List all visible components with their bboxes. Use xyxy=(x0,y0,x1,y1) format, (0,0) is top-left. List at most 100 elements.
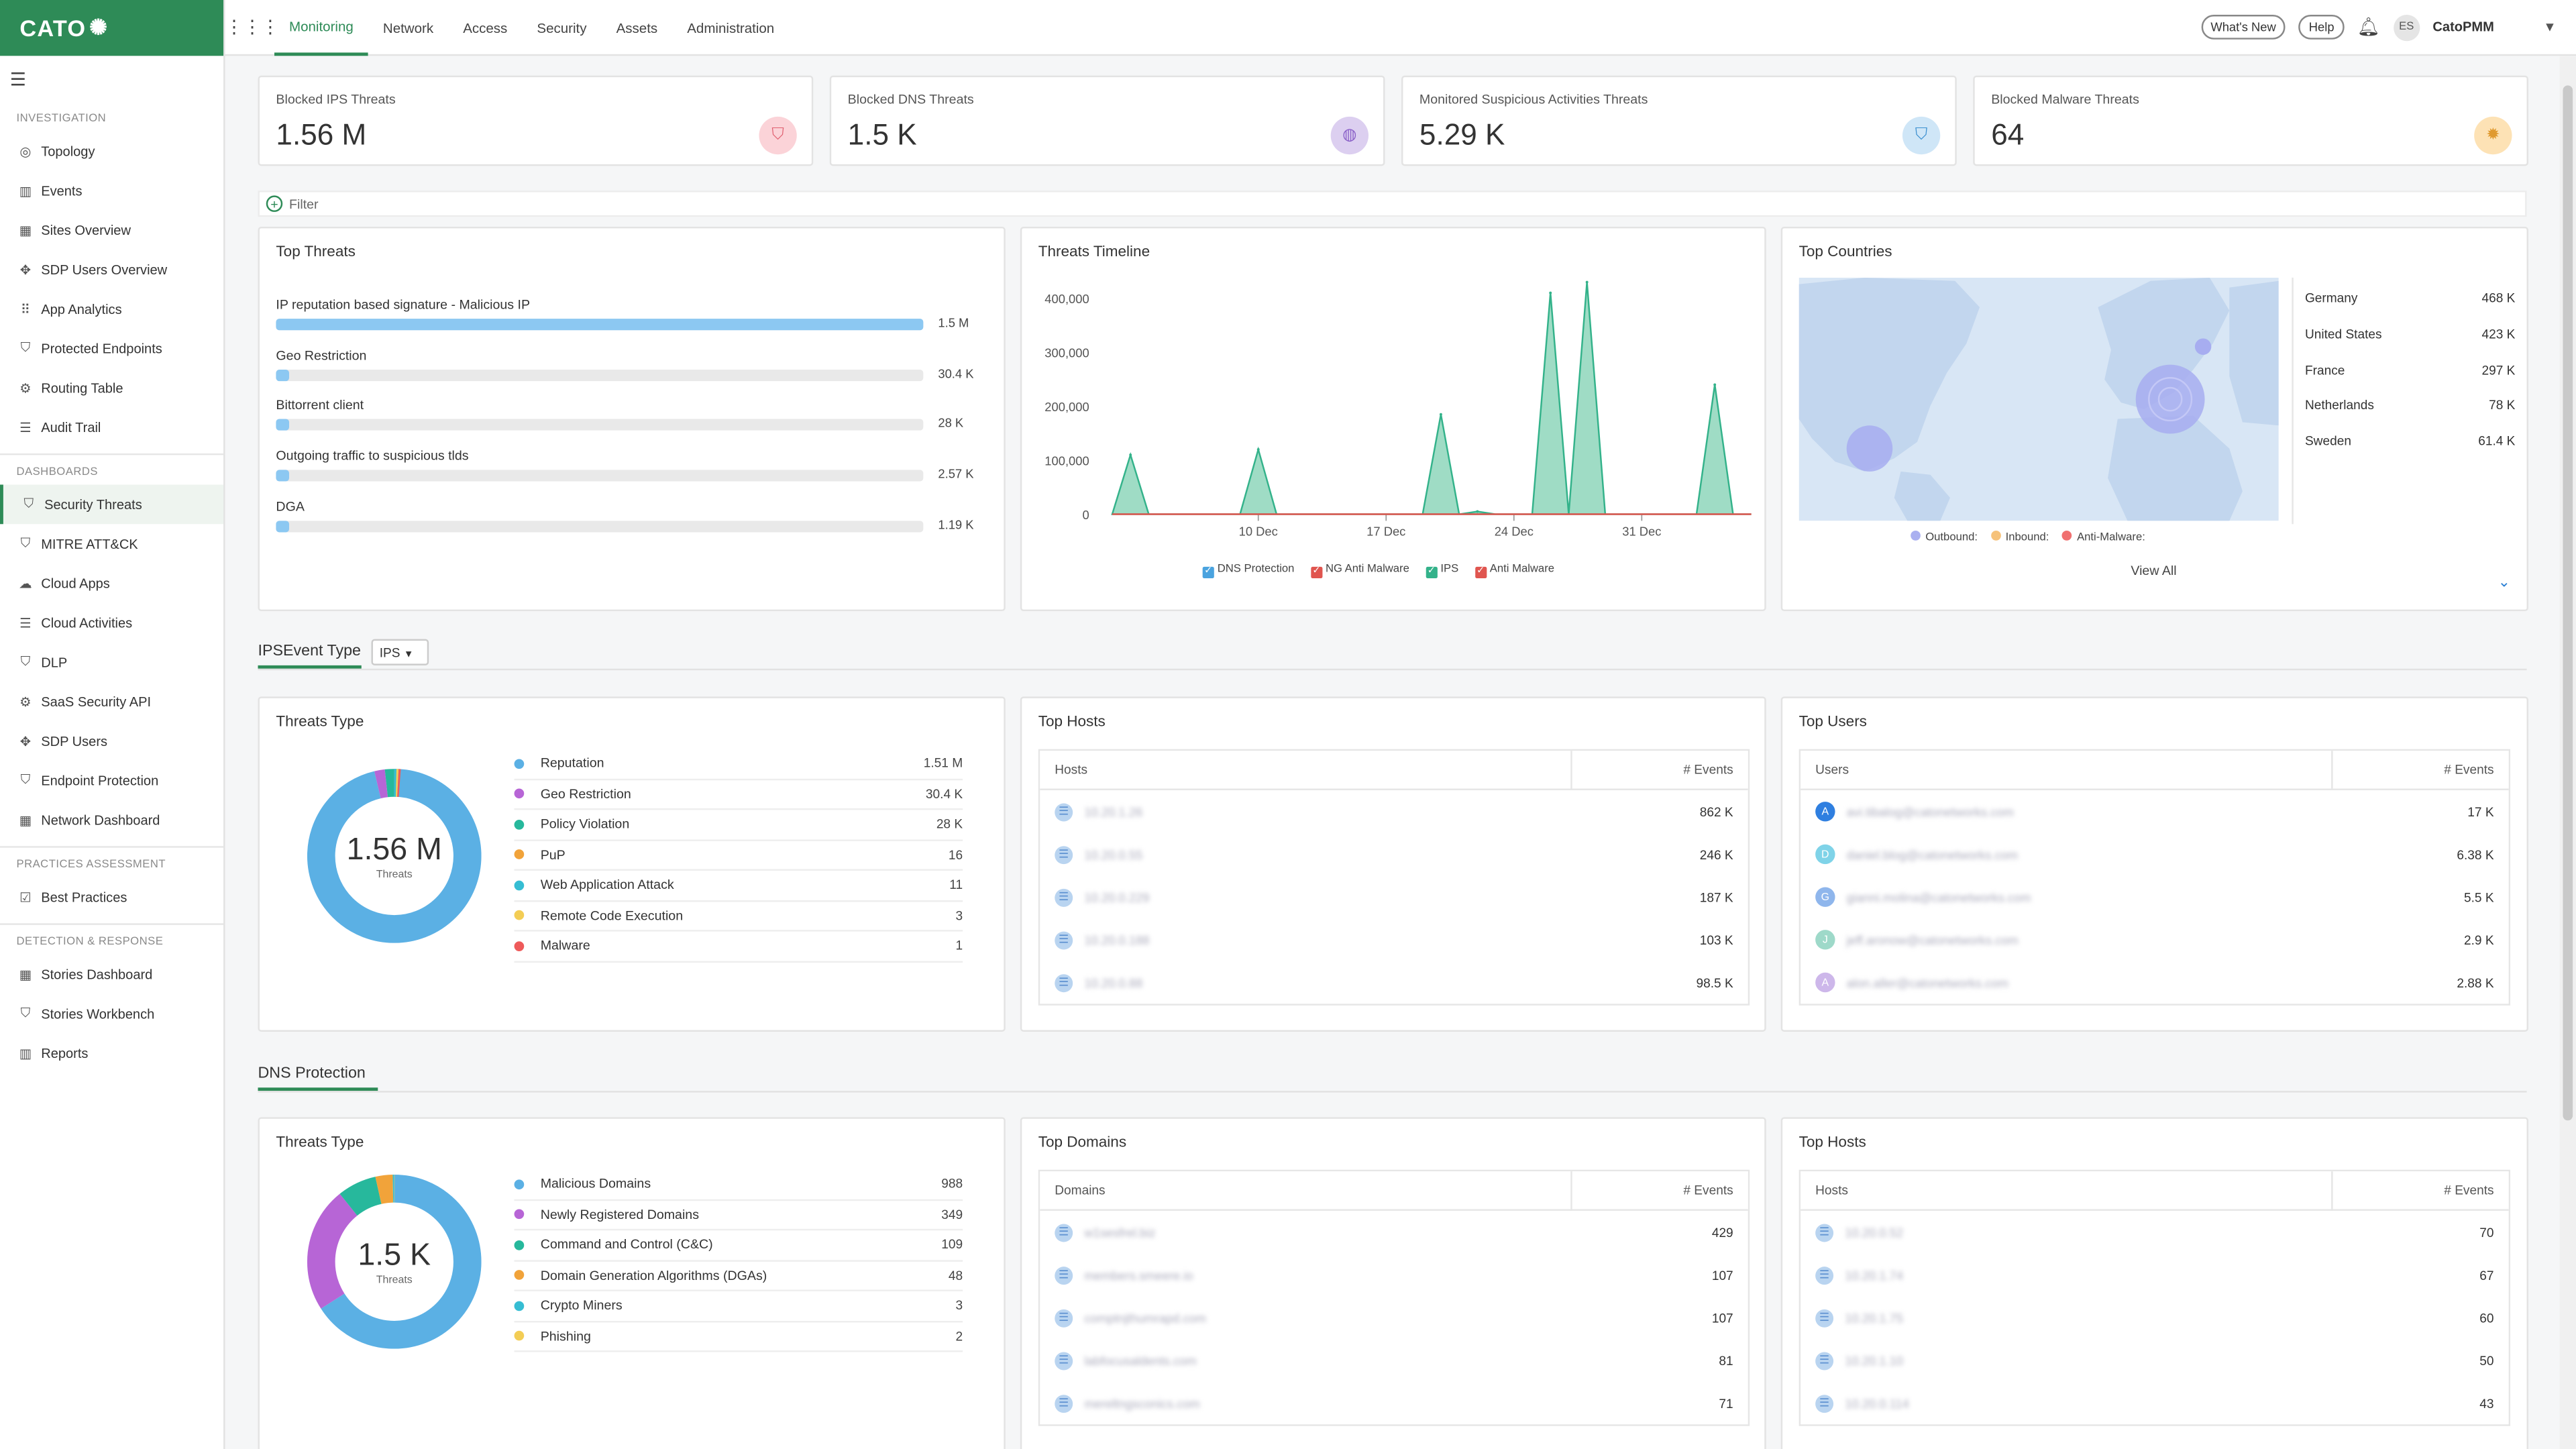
row-name[interactable]: mereltngsconics.com xyxy=(1084,1395,1200,1411)
column-header[interactable]: Hosts xyxy=(1815,1183,1848,1198)
sidebar-item-audit-trail[interactable]: ☰ Audit Trail xyxy=(0,407,223,447)
chevron-down-icon[interactable]: ▼ xyxy=(2543,19,2557,35)
table-row[interactable]: ☰ members.smeere.io 107 xyxy=(1040,1254,1748,1297)
tab-security[interactable]: Security xyxy=(537,19,587,36)
avatar[interactable]: ES xyxy=(2393,13,2420,41)
legend-row[interactable]: Geo Restriction 30.4 K xyxy=(514,780,963,810)
sidebar-item-app-analytics[interactable]: ⠿ App Analytics xyxy=(0,289,223,329)
row-name[interactable]: 10.20.0.52 xyxy=(1845,1224,1904,1240)
apps-grid-icon[interactable]: ⋮⋮⋮ xyxy=(225,17,280,38)
legend-row[interactable]: PuP 16 xyxy=(514,841,963,871)
legend-row[interactable]: Crypto Miners 3 xyxy=(514,1291,963,1322)
tab-monitoring[interactable]: Monitoring xyxy=(274,0,368,56)
filter-bar[interactable]: + Filter xyxy=(258,191,2527,217)
table-row[interactable]: ☰ 10.20.1.10 50 xyxy=(1801,1339,2509,1382)
legend-row[interactable]: Reputation 1.51 M xyxy=(514,749,963,780)
checkbox-icon[interactable]: ✓ xyxy=(1426,566,1438,579)
column-header-events[interactable]: # Events xyxy=(2331,749,2508,790)
threat-row[interactable]: Bittorrent client 28 K xyxy=(276,398,974,431)
row-name[interactable]: daniel.blog@catonetworks.com xyxy=(1846,847,2019,862)
country-row[interactable]: Netherlands 78 K xyxy=(2305,388,2515,423)
country-row[interactable]: France 297 K xyxy=(2305,352,2515,388)
tab-administration[interactable]: Administration xyxy=(687,19,775,36)
row-name[interactable]: 10.20.1.74 xyxy=(1845,1267,1904,1283)
row-name[interactable]: 10.20.0.88 xyxy=(1084,975,1143,990)
threat-row[interactable]: Outgoing traffic to suspicious tlds 2.57 … xyxy=(276,449,974,482)
legend-row[interactable]: Domain Generation Algorithms (DGAs) 48 xyxy=(514,1261,963,1291)
sidebar-item-dlp[interactable]: ⛉ DLP xyxy=(0,643,223,682)
donut-segment[interactable] xyxy=(307,769,482,943)
page-scrollbar[interactable] xyxy=(2559,56,2576,1449)
table-row[interactable]: ☰ 10.20.0.88 98.5 K xyxy=(1040,961,1748,1004)
legend-row[interactable]: Web Application Attack 11 xyxy=(514,871,963,902)
event-type-select[interactable]: IPS ▼ xyxy=(371,639,429,665)
donut-segment[interactable] xyxy=(307,1175,482,1349)
table-row[interactable]: ☰ 10.20.1.75 60 xyxy=(1801,1296,2509,1339)
checkbox-icon[interactable]: ✓ xyxy=(1474,566,1487,579)
legend-row[interactable]: Remote Code Execution 3 xyxy=(514,901,963,932)
row-name[interactable]: jeff.aronow@catonetworks.com xyxy=(1846,932,2019,947)
scrollbar-thumb[interactable] xyxy=(2563,85,2573,1121)
help-button[interactable]: Help xyxy=(2299,15,2345,40)
ips-donut[interactable]: 1.56 M Threats xyxy=(307,769,482,946)
table-row[interactable]: ☰ 10.20.0.55 246 K xyxy=(1040,833,1748,876)
legend-row[interactable]: Malware 1 xyxy=(514,932,963,962)
sidebar-item-sdp-users-overview[interactable]: ✥ SDP Users Overview xyxy=(0,250,223,289)
country-row[interactable]: Germany 468 K xyxy=(2305,281,2515,317)
legend-row[interactable]: Newly Registered Domains 349 xyxy=(514,1200,963,1231)
table-row[interactable]: ☰ w1sesfrel.biz 429 xyxy=(1040,1211,1748,1254)
sidebar-item-network-dashboard[interactable]: ▦ Network Dashboard xyxy=(0,800,223,840)
row-name[interactable]: 10.20.0.229 xyxy=(1084,890,1150,905)
sidebar-item-security-threats[interactable]: ⛉ Security Threats xyxy=(0,484,224,525)
de-bubble[interactable] xyxy=(2135,364,2205,434)
column-header-events[interactable]: # Events xyxy=(1570,1170,1748,1210)
hamburger-icon[interactable]: ☰ xyxy=(9,70,26,90)
column-header-events[interactable]: # Events xyxy=(1570,749,1748,790)
threat-row[interactable]: IP reputation based signature - Maliciou… xyxy=(276,297,974,331)
country-row[interactable]: Sweden 61.4 K xyxy=(2305,423,2515,459)
row-name[interactable]: 10.20.0.188 xyxy=(1084,932,1150,947)
sidebar-item-mitre-att-ck[interactable]: ⛉ MITRE ATT&CK xyxy=(0,524,223,564)
threat-row[interactable]: DGA 1.19 K xyxy=(276,499,974,532)
threat-row[interactable]: Geo Restriction 30.4 K xyxy=(276,347,974,381)
table-row[interactable]: ☰ 10.20.0.229 187 K xyxy=(1040,875,1748,918)
legend-item[interactable]: ✓ DNS Protection xyxy=(1202,564,1294,579)
cato-logo[interactable]: CATO ✺ xyxy=(0,0,224,56)
column-header-events[interactable]: # Events xyxy=(2331,1170,2508,1210)
row-name[interactable]: 10.20.1.26 xyxy=(1084,804,1143,819)
user-name[interactable]: CatoPMM xyxy=(2432,19,2494,35)
world-map[interactable] xyxy=(1799,277,2279,521)
tab-access[interactable]: Access xyxy=(463,19,508,36)
legend-row[interactable]: Policy Violation 28 K xyxy=(514,810,963,841)
row-name[interactable]: comptnjthumrapd.com xyxy=(1084,1310,1207,1326)
row-name[interactable]: alon.aller@catonetworks.com xyxy=(1846,975,2008,990)
add-filter-icon[interactable]: + xyxy=(266,195,283,212)
sidebar-item-routing-table[interactable]: ⚙ Routing Table xyxy=(0,368,223,408)
table-row[interactable]: ☰ labfocusaldents.com 81 xyxy=(1040,1339,1748,1382)
donut-segment[interactable] xyxy=(307,1175,482,1349)
sidebar-item-best-practices[interactable]: ☑ Best Practices xyxy=(0,877,223,917)
sidebar-item-saas-security-api[interactable]: ⚙ SaaS Security API xyxy=(0,682,223,721)
checkbox-icon[interactable]: ✓ xyxy=(1202,566,1214,579)
legend-item[interactable]: ✓ IPS xyxy=(1426,564,1458,579)
row-name[interactable]: labfocusaldents.com xyxy=(1084,1352,1197,1368)
tab-assets[interactable]: Assets xyxy=(616,19,658,36)
row-name[interactable]: 10.20.1.10 xyxy=(1845,1352,1904,1368)
sidebar-item-topology[interactable]: ◎ Topology xyxy=(0,131,223,171)
legend-item[interactable]: ✓ NG Anti Malware xyxy=(1310,564,1409,579)
table-row[interactable]: ☰ 10.20.0.52 70 xyxy=(1801,1211,2509,1254)
sidebar-item-cloud-apps[interactable]: ☁ Cloud Apps xyxy=(0,564,223,603)
row-name[interactable]: 10.20.0.55 xyxy=(1084,847,1143,862)
column-header[interactable]: Domains xyxy=(1055,1183,1106,1198)
bell-icon[interactable]: 🔔︎ xyxy=(2357,17,2381,38)
legend-row[interactable]: Malicious Domains 988 xyxy=(514,1170,963,1200)
table-row[interactable]: ☰ 10.20.0.188 103 K xyxy=(1040,918,1748,961)
sidebar-item-sdp-users[interactable]: ✥ SDP Users xyxy=(0,721,223,761)
row-name[interactable]: members.smeere.io xyxy=(1084,1267,1193,1283)
us-bubble[interactable] xyxy=(1846,425,1893,472)
sidebar-item-reports[interactable]: ▥ Reports xyxy=(0,1033,223,1073)
